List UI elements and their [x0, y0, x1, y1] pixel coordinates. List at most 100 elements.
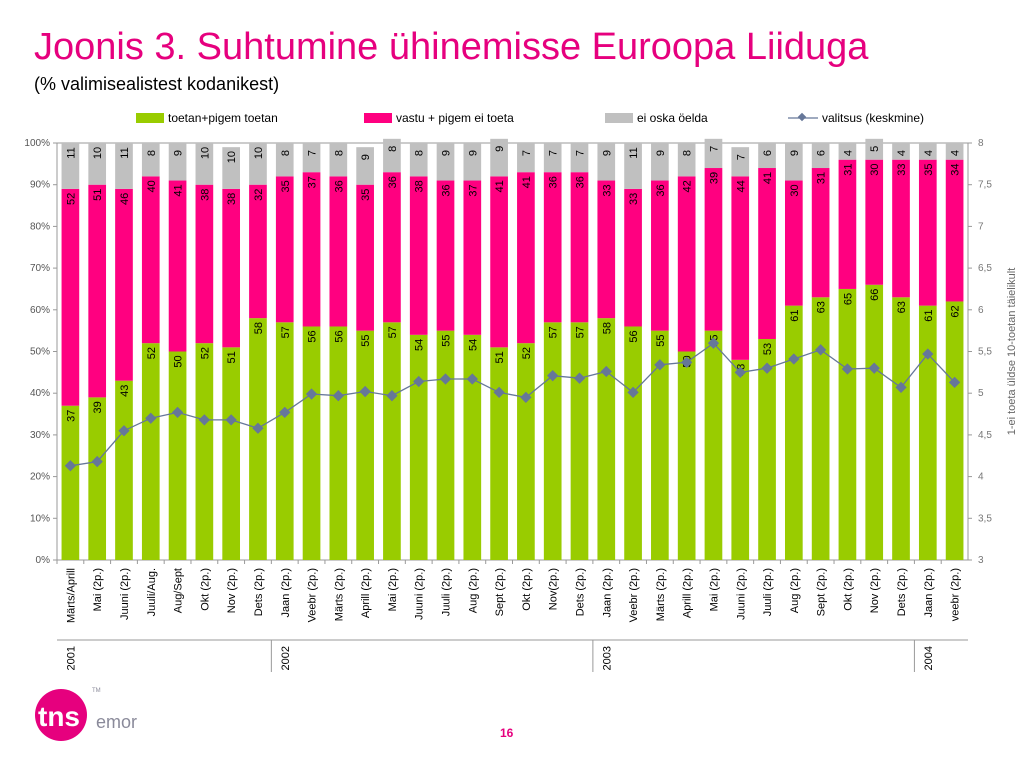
line-valitsus [70, 342, 956, 467]
data-label-oppose: 41 [521, 176, 533, 188]
x-tick-label: Mai (2p.) [708, 568, 720, 611]
bar-support [383, 322, 401, 560]
line-point [868, 362, 880, 374]
bar-dontknow [811, 143, 830, 169]
data-label-oppose: 40 [146, 180, 158, 192]
bar-support [624, 326, 642, 560]
bar-dontknow [115, 143, 133, 189]
data-label-oppose: 34 [950, 164, 962, 176]
data-label-oppose: 42 [682, 180, 694, 192]
data-label-dontknow: 10 [199, 147, 211, 159]
data-label-oppose: 36 [441, 184, 453, 196]
data-label-dontknow: 8 [682, 150, 694, 156]
line-point [145, 412, 157, 424]
bar-dontknow [409, 143, 428, 177]
data-label-support: 63 [816, 301, 828, 313]
bar-support [838, 288, 857, 560]
data-label-dontknow: 7 [521, 150, 533, 156]
data-label-dontknow: 8 [414, 150, 426, 156]
data-label-support: 61 [789, 310, 801, 322]
data-label-support: 52 [146, 347, 158, 359]
line-point [520, 391, 532, 404]
bar-dontknow [865, 138, 884, 160]
data-label-support: 53 [762, 343, 774, 355]
bar-dontknow [784, 143, 803, 181]
bar-support [409, 334, 428, 560]
line-point [413, 375, 425, 388]
data-label-support: 58 [601, 322, 613, 334]
y2-tick-label: 6,5 [978, 263, 992, 274]
bar-oppose [249, 184, 267, 319]
chart-title: Joonis 3. Suhtumine ühinemisse Euroopa L… [34, 26, 869, 68]
year-label: 2002 [280, 646, 292, 670]
legend-label-dontknow: ei oska öelda [637, 111, 708, 125]
data-label-oppose: 41 [762, 172, 774, 184]
line-point [654, 359, 666, 371]
x-tick-label: Juuni (2p.) [119, 568, 131, 620]
bar-oppose [945, 159, 964, 302]
data-label-oppose: 35 [280, 180, 292, 192]
data-label-support: 62 [950, 305, 962, 317]
line-point [493, 386, 505, 399]
bar-support [597, 318, 616, 560]
bar-dontknow [918, 143, 937, 160]
legend-label-support: toetan+pigem toetan [168, 111, 278, 125]
bar-support [329, 326, 348, 560]
data-label-dontknow: 9 [441, 150, 453, 156]
data-label-dontknow: 7 [735, 154, 747, 160]
bar-dontknow [61, 143, 80, 189]
bar-oppose [543, 172, 562, 323]
data-label-oppose: 36 [333, 180, 345, 192]
legend-item-support: toetan+pigem toetan [136, 111, 278, 125]
y2-axis-title: 1-ei toeta üldse 10-toetan täielikult [1006, 268, 1018, 436]
data-label-dontknow: 7 [548, 150, 560, 156]
bar-support [543, 322, 562, 560]
line-point [171, 406, 184, 419]
bar-support [222, 347, 241, 560]
x-tick-label: Märts (2p.) [655, 568, 667, 621]
data-label-dontknow: 4 [896, 150, 908, 156]
bar-oppose [490, 176, 508, 348]
data-label-oppose: 36 [655, 184, 667, 196]
bar-dontknow [490, 138, 508, 177]
y2-tick-label: 4,5 [978, 430, 992, 441]
bar-dontknow [356, 147, 374, 185]
bar-dontknow [329, 143, 348, 177]
data-label-dontknow: 7 [307, 150, 319, 156]
bar-dontknow [651, 143, 669, 181]
legend-item-oppose: vastu + pigem ei toeta [364, 111, 514, 125]
page-number: 16 [500, 726, 514, 740]
line-point [225, 414, 237, 426]
bar-support [865, 284, 884, 560]
bar-support [811, 297, 830, 560]
x-tick-label: Okt (2p.) [842, 568, 854, 611]
line-point [547, 370, 559, 382]
data-label-dontknow: 9 [360, 154, 372, 160]
svg-text:tns: tns [38, 701, 80, 732]
data-label-support: 55 [441, 335, 453, 347]
bar-oppose [383, 172, 401, 323]
line-point [466, 373, 478, 385]
y2-tick-label: 8 [978, 138, 984, 149]
data-label-oppose: 36 [574, 176, 586, 188]
bar-oppose [275, 176, 294, 323]
data-label-oppose: 31 [842, 164, 854, 176]
data-label-dontknow: 11 [628, 147, 640, 158]
line-point [439, 373, 452, 385]
bar-dontknow [517, 143, 535, 173]
x-tick-label: Juuli (2p.) [441, 568, 453, 616]
data-label-dontknow: 8 [280, 150, 292, 156]
bar-oppose [463, 180, 482, 335]
data-label-support: 52 [521, 347, 533, 359]
x-tick-label: Aug (2p.) [467, 568, 479, 613]
bar-oppose [61, 188, 80, 406]
data-label-support: 51 [226, 351, 238, 363]
data-label-dontknow: 9 [789, 150, 801, 156]
bar-support [892, 297, 910, 560]
bar-dontknow [543, 143, 562, 173]
x-tick-label: Nov (2p.) [869, 568, 881, 613]
line-point [681, 356, 693, 368]
x-tick-label: Jaan (2p.) [601, 568, 613, 618]
data-label-dontknow: 10 [92, 147, 104, 159]
bar-support [115, 380, 133, 560]
